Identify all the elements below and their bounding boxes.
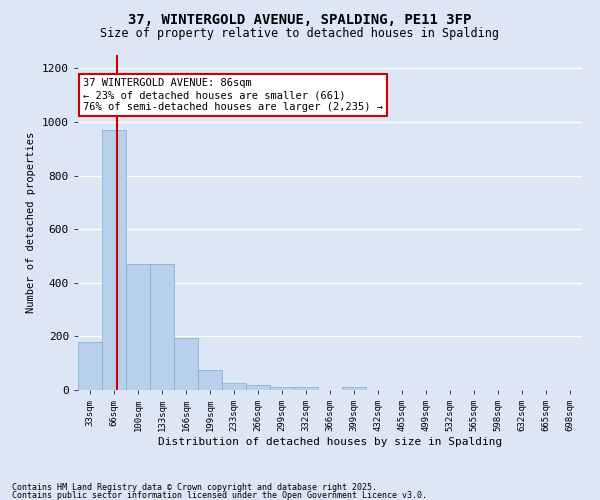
Text: 37, WINTERGOLD AVENUE, SPALDING, PE11 3FP: 37, WINTERGOLD AVENUE, SPALDING, PE11 3F… (128, 12, 472, 26)
Bar (102, 130, 126, 390)
Bar (174, 338, 198, 390)
X-axis label: Distribution of detached houses by size in Spalding: Distribution of detached houses by size … (158, 437, 502, 447)
Bar (270, 388, 294, 390)
Text: Contains HM Land Registry data © Crown copyright and database right 2025.: Contains HM Land Registry data © Crown c… (12, 484, 377, 492)
Bar (78, 342, 102, 390)
Y-axis label: Number of detached properties: Number of detached properties (26, 132, 37, 313)
Bar (246, 385, 270, 390)
Bar (126, 264, 150, 390)
Bar (198, 370, 222, 390)
Bar (150, 264, 174, 390)
Bar (294, 388, 318, 390)
Bar (222, 384, 246, 390)
Text: Size of property relative to detached houses in Spalding: Size of property relative to detached ho… (101, 28, 499, 40)
Text: Contains public sector information licensed under the Open Government Licence v3: Contains public sector information licen… (12, 491, 427, 500)
Text: 37 WINTERGOLD AVENUE: 86sqm
← 23% of detached houses are smaller (661)
76% of se: 37 WINTERGOLD AVENUE: 86sqm ← 23% of det… (83, 78, 383, 112)
Bar (342, 388, 366, 390)
